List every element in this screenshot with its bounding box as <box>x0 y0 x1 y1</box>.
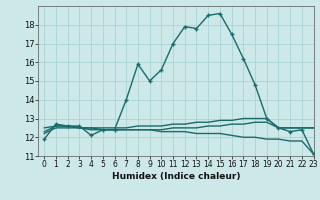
X-axis label: Humidex (Indice chaleur): Humidex (Indice chaleur) <box>112 172 240 181</box>
